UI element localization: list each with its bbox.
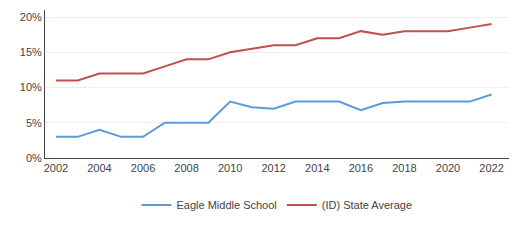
svg-text:2020: 2020	[436, 162, 460, 174]
svg-text:2022: 2022	[479, 162, 503, 174]
svg-text:2008: 2008	[174, 162, 198, 174]
svg-text:2010: 2010	[218, 162, 242, 174]
svg-text:10%: 10%	[20, 81, 42, 93]
svg-text:(ID) State Average: (ID) State Average	[322, 199, 412, 211]
svg-text:15%: 15%	[20, 46, 42, 58]
svg-text:2014: 2014	[305, 162, 329, 174]
svg-text:20%: 20%	[20, 11, 42, 23]
svg-text:2006: 2006	[131, 162, 155, 174]
svg-text:5%: 5%	[26, 117, 42, 129]
svg-text:Eagle Middle School: Eagle Middle School	[177, 199, 277, 211]
svg-text:2004: 2004	[87, 162, 111, 174]
svg-text:0%: 0%	[26, 152, 42, 164]
svg-text:2016: 2016	[349, 162, 373, 174]
svg-text:2002: 2002	[44, 162, 68, 174]
svg-text:2012: 2012	[261, 162, 285, 174]
svg-text:2018: 2018	[392, 162, 416, 174]
